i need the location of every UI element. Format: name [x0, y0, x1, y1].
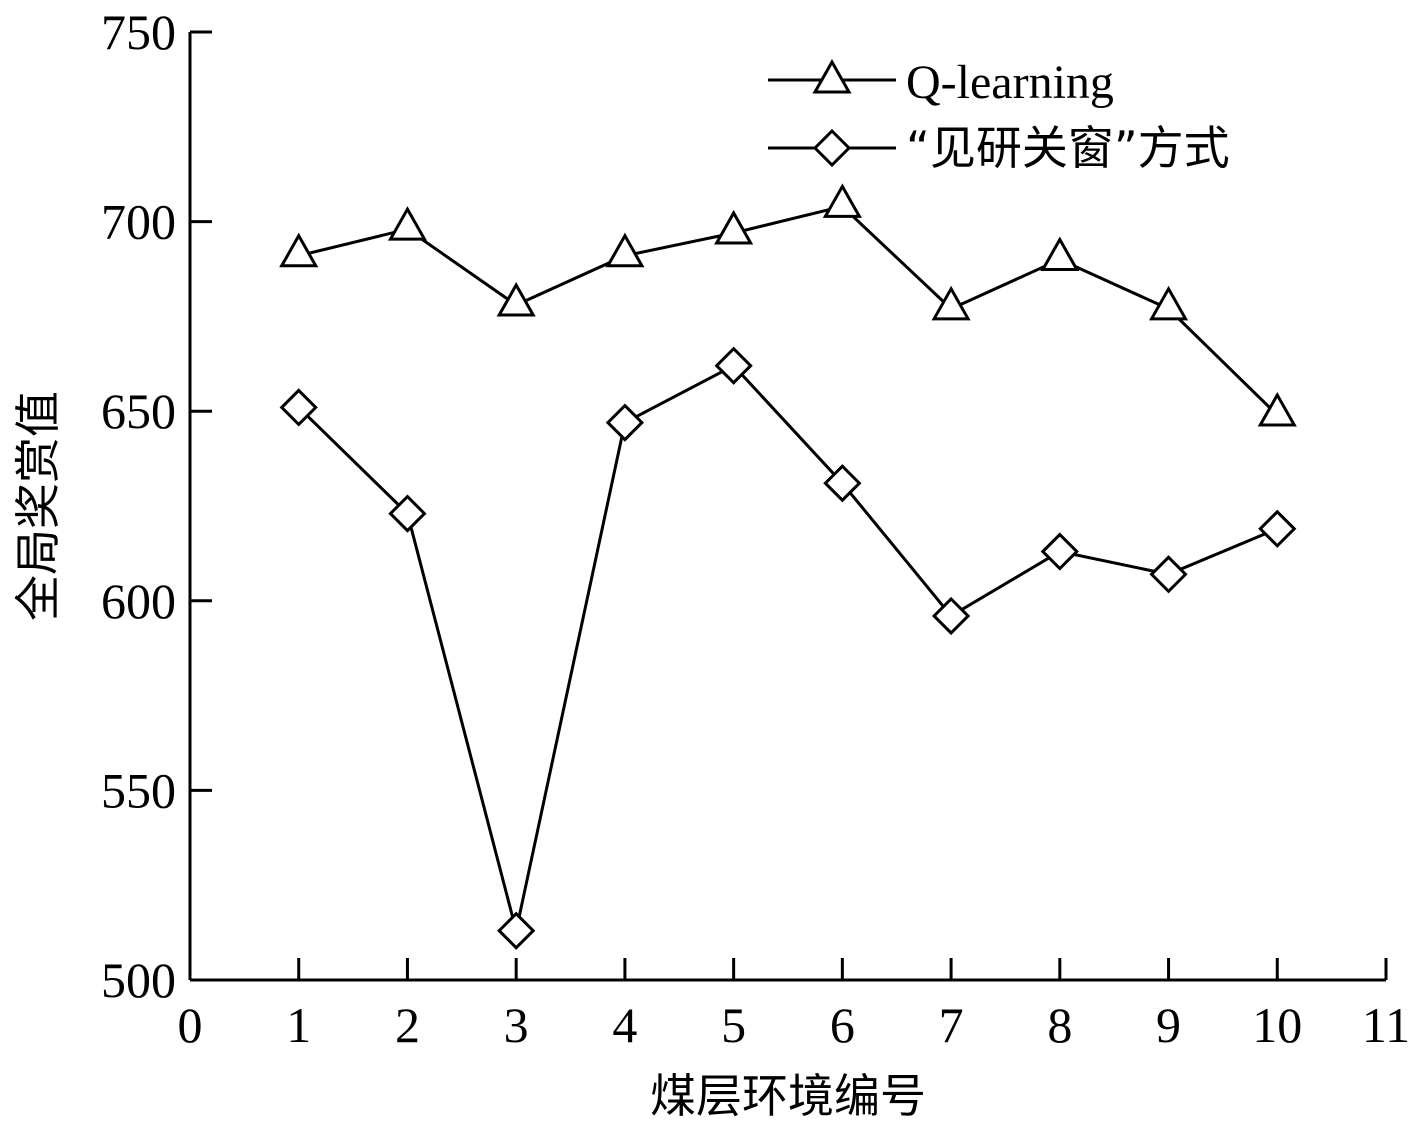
legend-marker-triangle	[812, 58, 852, 94]
legend-label-jianyan-guanchuang: “见研关窗”方式	[906, 121, 1230, 175]
x-tick-label: 9	[1156, 997, 1181, 1053]
x-tick-label: 11	[1362, 997, 1410, 1053]
legend: Q-learning “见研关窗”方式	[768, 56, 1230, 175]
x-tick-label: 8	[1047, 997, 1072, 1053]
x-tick-label: 1	[286, 997, 311, 1053]
y-tick-label: 700	[101, 194, 176, 250]
y-tick-label: 650	[101, 383, 176, 439]
data-point-q-learning	[931, 285, 971, 321]
data-point-jianyan-guanchuang	[1040, 532, 1079, 571]
x-tick-label: 6	[830, 997, 855, 1053]
data-point-jianyan-guanchuang	[388, 494, 427, 533]
data-point-jianyan-guanchuang	[931, 596, 971, 636]
data-point-q-learning	[714, 209, 754, 245]
series-line-q-learning	[298, 204, 1279, 417]
y-ticks: 500 550 600 650 700 750	[101, 4, 212, 1008]
legend-label-q-learning: Q-learning	[906, 56, 1114, 109]
x-tick-label: 4	[612, 997, 637, 1053]
x-tick-label: 7	[939, 997, 964, 1053]
legend-entry-jianyan-guanchuang: “见研关窗”方式	[768, 121, 1230, 175]
y-tick-label: 750	[101, 4, 176, 60]
x-tick-label: 5	[721, 997, 746, 1053]
data-point-q-learning	[822, 183, 862, 218]
data-point-q-learning	[605, 232, 645, 268]
x-ticks: 0 1 2 3 4 5 6 7 8 9 10 11	[178, 958, 1410, 1053]
data-point-q-learning	[279, 232, 319, 268]
data-point-q-learning	[1257, 391, 1297, 427]
axes	[188, 32, 1386, 982]
data-point-jianyan-guanchuang	[1149, 555, 1188, 594]
series	[279, 183, 1297, 950]
data-point-q-learning	[1040, 236, 1080, 272]
series-line-jianyan-guanchuang	[297, 363, 1278, 932]
legend-entry-q-learning: Q-learning	[768, 56, 1114, 109]
y-tick-label: 550	[101, 762, 176, 818]
data-point-jianyan-guanchuang	[605, 403, 645, 442]
data-point-jianyan-guanchuang	[279, 388, 318, 427]
x-tick-label: 3	[504, 997, 529, 1053]
data-point-q-learning	[496, 281, 536, 317]
data-point-q-learning	[1148, 285, 1189, 321]
data-point-jianyan-guanchuang	[1258, 509, 1297, 548]
data-point-jianyan-guanchuang	[714, 346, 753, 385]
y-tick-label: 500	[101, 952, 176, 1008]
x-axis-title: 煤层环境编号	[650, 1069, 926, 1123]
x-tick-label: 0	[178, 997, 203, 1053]
x-tick-label: 10	[1252, 997, 1302, 1053]
legend-marker-diamond	[812, 128, 852, 168]
data-point-jianyan-guanchuang	[823, 464, 862, 503]
data-point-q-learning	[387, 206, 428, 241]
y-tick-label: 600	[101, 573, 176, 629]
x-tick-label: 2	[395, 997, 420, 1053]
data-point-jianyan-guanchuang	[497, 911, 536, 950]
y-axis-title: 全局奖赏值	[11, 391, 65, 621]
